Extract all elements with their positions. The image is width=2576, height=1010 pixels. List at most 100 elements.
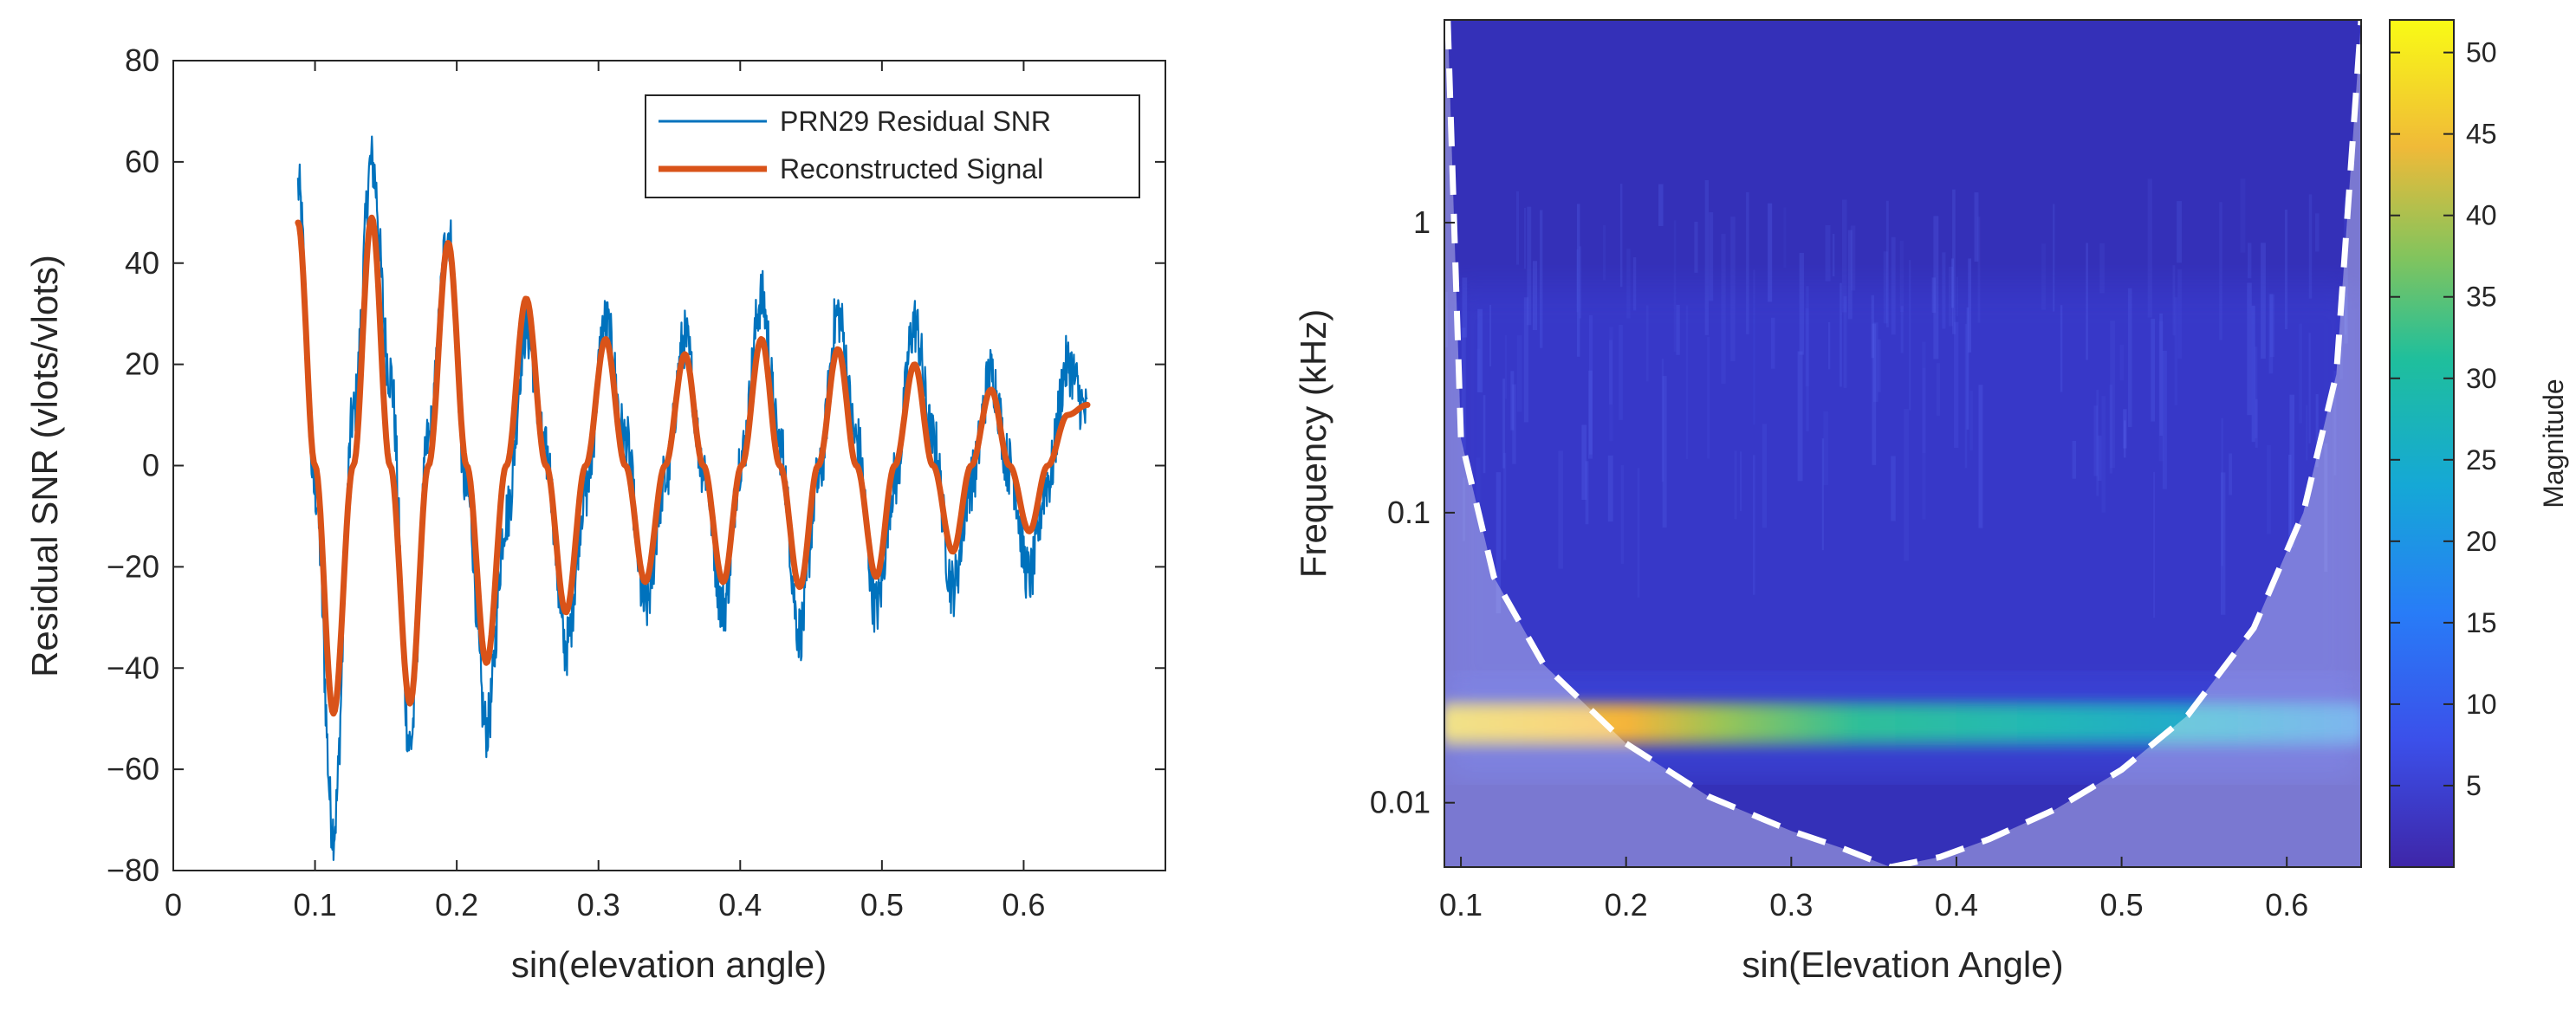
scalogram-streak: [1797, 351, 1803, 482]
scalogram-streak: [1931, 277, 1937, 314]
scalogram-streak: [1581, 424, 1587, 500]
colorbar-gradient: [2389, 19, 2455, 868]
left-y-tick-label: 40: [125, 245, 159, 281]
left-x-axis-title: sin(elevation angle): [511, 944, 827, 985]
scalogram-streak: [1516, 191, 1520, 265]
scalogram-streak: [1806, 286, 1809, 431]
scalogram-streak: [1540, 210, 1543, 348]
scalogram-streak: [2172, 265, 2176, 336]
scalogram-streak: [1909, 260, 1911, 411]
cone-of-influence-shading: [1444, 20, 2361, 867]
scalogram-streak: [1637, 468, 1640, 598]
scalogram-streak: [1527, 206, 1532, 326]
scalogram-streak: [2344, 197, 2348, 344]
colorbar-tick-label: 10: [2466, 689, 2497, 720]
right-plot-area: [1444, 19, 2362, 868]
scalogram-streak: [1730, 217, 1736, 361]
colorbar-tick-label: 45: [2466, 119, 2497, 150]
left-y-tick-label: −40: [107, 650, 159, 685]
scalogram-streak: [1673, 220, 1677, 353]
scalogram-streak: [1734, 450, 1737, 520]
scalogram-streak: [1523, 207, 1526, 269]
scalogram-streak: [1878, 339, 1881, 392]
scalogram-streak: [1885, 200, 1889, 327]
colorbar-title: Magnitude: [2538, 379, 2569, 508]
scalogram-streak: [1461, 327, 1466, 450]
scalogram-streak: [1936, 363, 1940, 417]
cone-of-influence-boundary: [1444, 20, 2361, 867]
left-y-tick-label: 0: [142, 448, 159, 483]
scalogram-streak: [2240, 178, 2246, 253]
scalogram-streak: [2269, 294, 2274, 358]
legend-label-prn29: PRN29 Residual SNR: [780, 106, 1051, 137]
left-x-tick-label: 0.1: [294, 887, 337, 923]
scalogram-streak: [1922, 367, 1926, 520]
left-y-tick-label: −60: [107, 751, 159, 787]
left-x-tick-label: 0.2: [435, 887, 478, 923]
scalogram-streak: [2344, 294, 2347, 335]
scalogram-streak: [2247, 282, 2252, 416]
scalogram-streak: [2305, 405, 2308, 461]
scalogram-streak: [2151, 318, 2156, 422]
scalogram-streak: [1477, 308, 1483, 392]
scalogram-streak: [1783, 207, 1787, 269]
scalogram-streak: [1558, 450, 1564, 569]
right-y-axis-title: Frequency (kHz): [1293, 309, 1333, 578]
scalogram-streak: [1661, 359, 1664, 482]
scalogram-streak: [1933, 216, 1939, 359]
scalogram-streak: [1974, 192, 1979, 262]
scalogram-streak: [2127, 288, 2132, 427]
scalogram-streak: [2096, 390, 2099, 496]
scalogram-streak: [1632, 257, 1637, 311]
scalogram-streak: [1832, 233, 1835, 277]
scalogram-streak: [2333, 371, 2337, 476]
scalogram-streak: [1685, 305, 1689, 459]
scalogram-streaks: [1444, 178, 2348, 618]
scalogram-streak: [1516, 335, 1522, 412]
scalogram-streak: [1576, 249, 1579, 313]
scalogram-streak: [1872, 322, 1878, 402]
scalogram-streak: [1900, 306, 1904, 353]
left-x-tick-label: 0: [165, 887, 182, 923]
scalogram-streak: [1489, 304, 1491, 367]
scalogram-streak: [1603, 224, 1606, 281]
scalogram-streak: [2285, 210, 2288, 330]
left-y-tick-label: 20: [125, 346, 159, 382]
scalogram-streak: [1968, 258, 1971, 353]
scalogram-streak: [2053, 204, 2055, 312]
scalogram-streak: [1771, 317, 1775, 369]
right-x-axis-title: sin(Elevation Angle): [1742, 944, 2063, 985]
scalogram-streak: [1709, 212, 1714, 301]
scalogram-streak: [1978, 385, 1983, 528]
left-y-tick-label: 80: [125, 42, 159, 78]
scalogram-streak: [1476, 348, 1481, 392]
scalogram-streak: [1662, 376, 1667, 528]
scalogram-streak: [2093, 405, 2098, 476]
colorbar: 5 10 15 20 25 30 35 40 45 50 Magnitude: [2389, 19, 2569, 868]
scalogram-streak: [2177, 201, 2183, 263]
scalogram-streak: [1956, 276, 1958, 317]
scalogram-streak: [2261, 243, 2266, 359]
left-x-tick-label: 0.5: [860, 887, 904, 923]
series-line-reconstructed-signal: [295, 214, 1091, 717]
scalogram-streak: [1746, 191, 1749, 334]
scalogram-streak: [1827, 322, 1831, 370]
left-y-tick-label: −80: [107, 852, 159, 888]
scalogram-streak: [1821, 438, 1824, 551]
scalogram-streak: [1587, 370, 1593, 459]
scalogram-streak: [2267, 444, 2271, 534]
scalogram-streak: [1658, 184, 1664, 226]
scalogram-streak: [1577, 204, 1580, 357]
colorbar-tick-label: 30: [2466, 363, 2497, 394]
scalogram-streak: [2339, 334, 2343, 379]
colorbar-tick-label: 50: [2466, 37, 2497, 68]
left-x-tick-label: 0.4: [718, 887, 762, 923]
scalogram-streak: [1922, 341, 1926, 453]
scalogram-streak: [1510, 371, 1515, 431]
scalogram-streak: [1977, 217, 1981, 323]
right-y-tick-label: 1: [1413, 204, 1431, 240]
scalogram-streak: [2098, 435, 2102, 481]
scalogram-streak: [1823, 411, 1829, 485]
scalogram-streak: [1768, 203, 1773, 302]
scalogram-streak: [1904, 409, 1909, 561]
